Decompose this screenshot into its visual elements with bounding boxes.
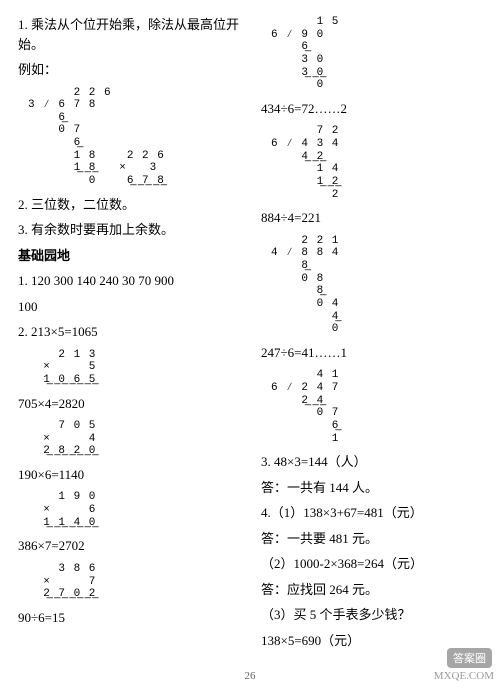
div-247d6: 4 1 6 ∕ 2 4 7 2̲ ̲4̲ 0 7 6̲ 1 xyxy=(271,369,486,445)
mul-190x6: 1 9 0 × 6 1̲ ̲1̲ ̲4̲ ̲0̲ xyxy=(28,491,243,529)
text-rule-3: 3. 有余数时要再加上余数。 xyxy=(18,220,243,240)
q4-3-q: （3）买 5 个手表多少钱？ xyxy=(261,605,486,625)
watermark-badge: 答案圈 xyxy=(447,648,492,668)
eq-386x7: 386×7=2702 xyxy=(18,536,243,556)
q4-1-eq: 4.（1）138×3+67=481（元） xyxy=(261,503,486,523)
q4-1-ans: 答：一共要 481 元。 xyxy=(261,529,486,549)
mul-386x7: 3 8 6 × 7 2̲ ̲7̲ ̲0̲ ̲2̲ xyxy=(28,563,243,601)
answers-row-1: 1. 120 300 140 240 30 70 900 xyxy=(18,271,243,291)
eq-190x6: 190×6=1140 xyxy=(18,465,243,485)
right-column: 1 5 6 ∕ 9 0 6̲ 3 0 3̲ ̲0̲ 0 434÷6=72……2 … xyxy=(261,12,486,653)
page-number: 26 xyxy=(0,670,500,682)
heading-basics: 基础园地 xyxy=(18,246,243,266)
eq-213x5: 2. 213×5=1065 xyxy=(18,322,243,342)
text-rule-1: 1. 乘法从个位开始乘，除法从最高位开始。 xyxy=(18,15,243,54)
watermark-text: MXQE.COM xyxy=(434,670,494,682)
div-90d6: 1 5 6 ∕ 9 0 6̲ 3 0 3̲ ̲0̲ 0 xyxy=(271,16,486,92)
text-rule-2: 2. 三位数，二位数。 xyxy=(18,195,243,215)
div-434d6: 7 2 6 ∕ 4 3 4 4̲ ̲2̲ 1 4 1̲ ̲2̲ 2 xyxy=(271,125,486,201)
eq-247d6: 247÷6=41……1 xyxy=(261,343,486,363)
q3-ans: 答：一共有 144 人。 xyxy=(261,478,486,498)
q4-2-eq: （2）1000-2×368=264（元） xyxy=(261,554,486,574)
eq-434d6: 434÷6=72……2 xyxy=(261,99,486,119)
eq-90d6: 90÷6=15 xyxy=(18,608,243,628)
q3-eq: 3. 48×3=144（人） xyxy=(261,452,486,472)
mul-213x5: 2 1 3 × 5 1̲ ̲0̲ ̲6̲ ̲5̲ xyxy=(28,349,243,387)
div-884d4: 2 2 1 4 ∕ 8 8 4 8̲ 0 8 8̲ 0 4 4̲ 0 xyxy=(271,235,486,336)
answers-row-1b: 100 xyxy=(18,297,243,317)
eq-884d4: 884÷4=221 xyxy=(261,208,486,228)
mul-705x4: 7 0 5 × 4 2̲ ̲8̲ ̲2̲ ̲0̲ xyxy=(28,420,243,458)
longdiv-example: 2 2 6 3 ∕ 6 7 8 6̲ 0 7 6̲ 1 8 2 2 6 1̲ ̲… xyxy=(28,87,243,188)
left-column: 1. 乘法从个位开始乘，除法从最高位开始。 例如： 2 2 6 3 ∕ 6 7 … xyxy=(18,12,243,653)
q4-2-ans: 答：应找回 264 元。 xyxy=(261,580,486,600)
text-example-label: 例如： xyxy=(18,60,243,80)
eq-705x4: 705×4=2820 xyxy=(18,394,243,414)
